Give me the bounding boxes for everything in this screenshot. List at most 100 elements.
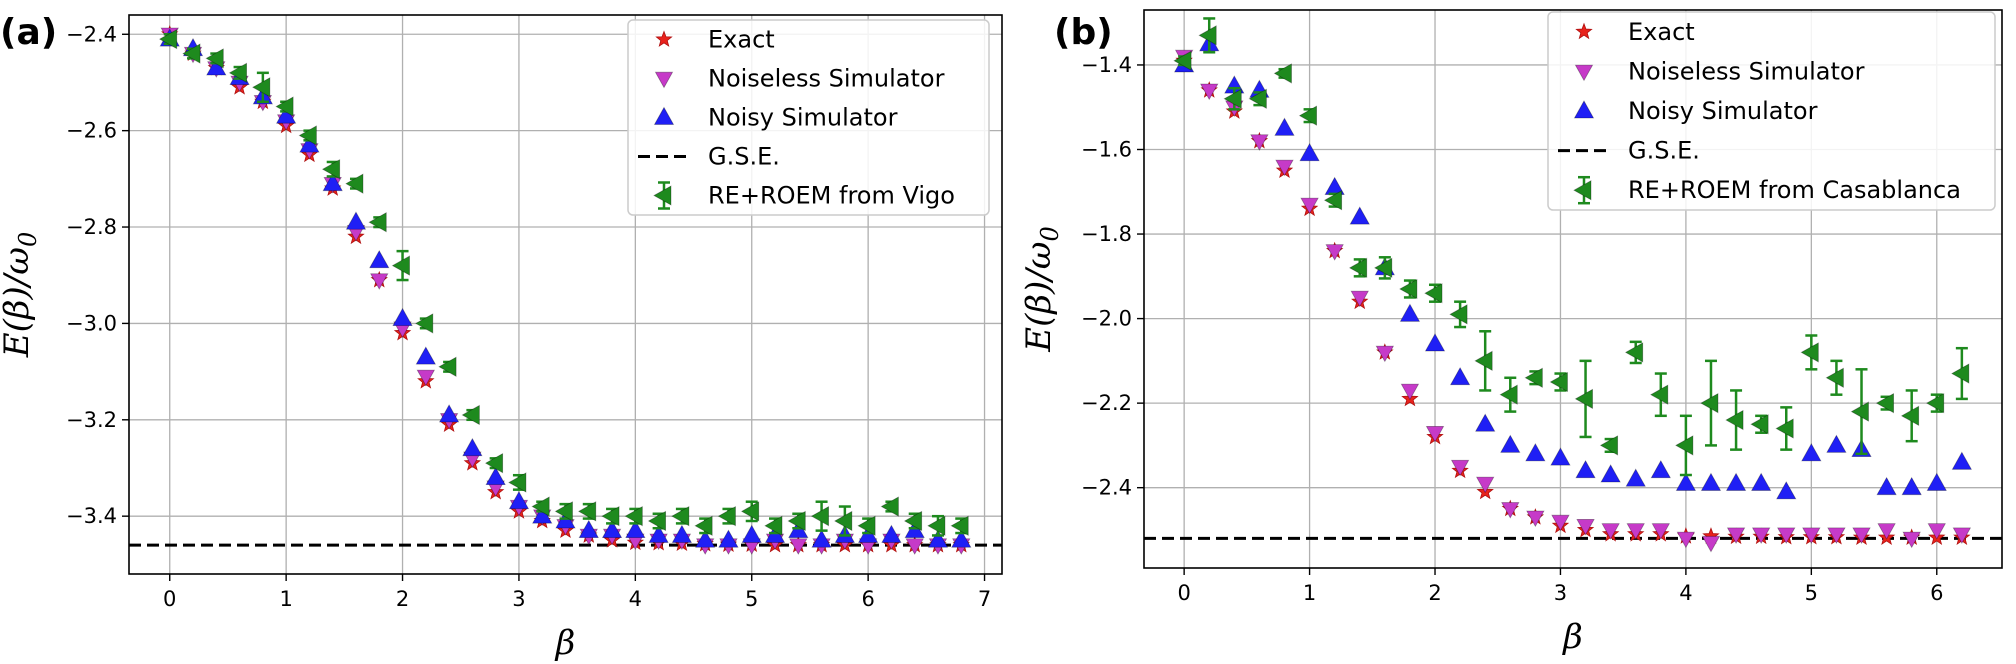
data-point bbox=[740, 501, 760, 522]
data-point bbox=[1725, 472, 1747, 491]
data-point bbox=[531, 496, 550, 517]
y-tick-label: −2.2 bbox=[1081, 391, 1132, 415]
data-point bbox=[694, 515, 713, 536]
data-point bbox=[577, 501, 597, 522]
data-point bbox=[1374, 257, 1393, 279]
data-point bbox=[1852, 527, 1871, 545]
legend-marker bbox=[1573, 100, 1595, 119]
data-point bbox=[1750, 472, 1772, 491]
data-point bbox=[857, 515, 876, 536]
x-axis-label: β bbox=[554, 623, 576, 663]
legend-item: Noiseless Simulator bbox=[654, 65, 945, 93]
data-point bbox=[1676, 531, 1696, 549]
data-point bbox=[1726, 527, 1746, 545]
data-point bbox=[1323, 190, 1343, 211]
data-point bbox=[810, 505, 829, 527]
data-point bbox=[1549, 371, 1568, 393]
data-point bbox=[764, 515, 783, 536]
data-point bbox=[368, 212, 387, 233]
data-point bbox=[1350, 290, 1369, 308]
panel-a: 0 1 2 3 4 5 6 7−2.4−2.6−2.8−3.0−3.2−3.4βE(β)/ω0… bbox=[0, 12, 1003, 663]
axes-frame bbox=[1143, 9, 2003, 569]
data-point bbox=[416, 369, 436, 387]
data-point bbox=[438, 404, 460, 423]
data-point bbox=[1275, 159, 1294, 177]
data-point bbox=[905, 538, 924, 555]
series-re-roem-from-vigo bbox=[158, 28, 969, 537]
data-point bbox=[461, 404, 480, 426]
y-axis-label-main: E(β)/ω bbox=[0, 247, 37, 358]
data-point bbox=[1425, 426, 1445, 443]
data-point bbox=[648, 524, 669, 543]
data-point bbox=[182, 43, 201, 64]
data-point bbox=[1248, 88, 1267, 109]
legend-box bbox=[1547, 11, 1996, 211]
x-axis-label: β bbox=[1561, 617, 1583, 657]
series-noisy-simulator bbox=[1173, 32, 1973, 500]
legend-item: Exact bbox=[655, 26, 775, 54]
data-point bbox=[903, 510, 923, 532]
data-point bbox=[1700, 472, 1722, 491]
data-point bbox=[927, 529, 949, 548]
y-tick-label: −2.6 bbox=[66, 119, 117, 143]
data-point bbox=[1777, 527, 1796, 545]
data-point bbox=[789, 538, 808, 555]
data-point bbox=[1701, 535, 1721, 553]
legend-label: Noisy Simulator bbox=[1628, 97, 1818, 125]
data-point bbox=[1501, 502, 1520, 519]
legend-label: RE+ROEM from Casablanca bbox=[1628, 176, 1961, 204]
legend-marker bbox=[1574, 64, 1594, 82]
legend-marker bbox=[654, 71, 674, 89]
axes-frame bbox=[128, 14, 1003, 575]
data-point bbox=[1198, 25, 1217, 46]
data-point bbox=[1877, 523, 1896, 540]
data-point bbox=[1802, 527, 1821, 545]
data-point bbox=[1449, 366, 1471, 386]
data-point bbox=[811, 529, 832, 548]
data-point bbox=[1700, 392, 1719, 414]
data-point bbox=[462, 437, 483, 457]
data-point bbox=[1926, 472, 1947, 491]
data-point bbox=[1449, 304, 1468, 325]
data-point bbox=[1825, 367, 1844, 388]
legend-item: G.S.E. bbox=[638, 143, 780, 171]
data-point bbox=[1626, 523, 1645, 540]
legend-marker bbox=[1575, 22, 1593, 40]
y-tick-label: −3.0 bbox=[66, 311, 117, 335]
data-point bbox=[485, 466, 506, 486]
data-point bbox=[1574, 388, 1593, 410]
data-point bbox=[1400, 383, 1420, 401]
legend-label: G.S.E. bbox=[708, 143, 780, 171]
x-tick-label: 5 bbox=[1805, 581, 1818, 605]
legend-label: Exact bbox=[1628, 18, 1695, 46]
y-axis-label-subscript: 0 bbox=[1036, 226, 1064, 241]
y-tick-label: −3.4 bbox=[66, 504, 117, 528]
data-point bbox=[1475, 413, 1496, 432]
data-point bbox=[601, 505, 620, 527]
legend-item: RE+ROEM from Vigo bbox=[653, 181, 955, 210]
y-axis-label-main: E(β)/ω bbox=[1019, 242, 1059, 353]
data-point bbox=[1274, 117, 1295, 136]
data-point bbox=[1927, 523, 1947, 540]
y-tick-label: −1.4 bbox=[1081, 53, 1132, 77]
data-point bbox=[1601, 523, 1620, 540]
data-point bbox=[1925, 392, 1945, 414]
data-point bbox=[1800, 342, 1819, 363]
legend: Exact Noiseless Simulator Noisy Simulator G… bbox=[1547, 11, 1996, 211]
data-point bbox=[1223, 88, 1242, 109]
legend-label: Exact bbox=[708, 26, 775, 54]
data-point bbox=[624, 505, 643, 527]
y-tick-label: −2.0 bbox=[1081, 307, 1132, 331]
data-point bbox=[1776, 481, 1797, 500]
data-point bbox=[1349, 206, 1370, 225]
data-point bbox=[1300, 197, 1319, 215]
data-point bbox=[205, 48, 224, 69]
legend-label: Noisy Simulator bbox=[708, 104, 898, 132]
data-point bbox=[415, 313, 434, 334]
data-point bbox=[415, 346, 437, 365]
data-point bbox=[252, 77, 271, 98]
series-re-roem-from-casablanca bbox=[1173, 17, 1970, 477]
data-point bbox=[1624, 342, 1644, 363]
data-point bbox=[1902, 531, 1921, 549]
x-tick-label: 0 bbox=[1177, 581, 1190, 605]
